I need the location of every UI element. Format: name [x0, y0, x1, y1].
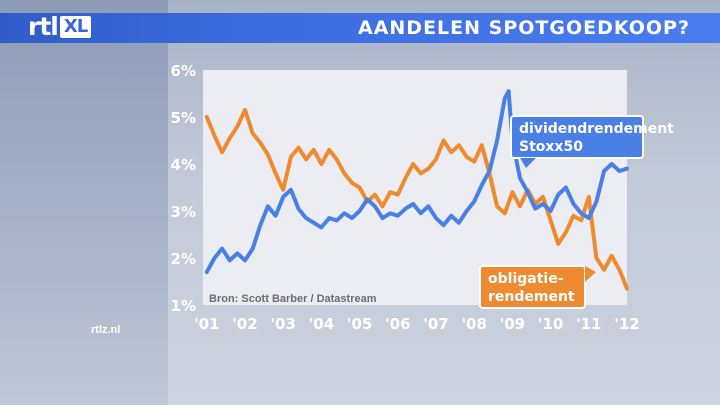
- site-url: rtlz.nl: [91, 324, 121, 336]
- annotation-label: rendement: [488, 289, 575, 305]
- annotation-box: [510, 115, 644, 159]
- x-tick-label: '12: [614, 315, 639, 333]
- series-annotations: dividendrendement Stoxx50 obligatie-rendem…: [479, 115, 674, 309]
- annotation-label: Stoxx50: [519, 139, 583, 155]
- annotation-label: dividendrendement: [519, 121, 674, 137]
- y-tick-label: 1%: [171, 297, 196, 315]
- y-axis-ticks: 1% 2% 3% 4% 5% 6%: [171, 62, 196, 315]
- x-tick-label: '01: [194, 315, 219, 333]
- x-tick-label: '02: [232, 315, 257, 333]
- x-tick-label: '11: [576, 315, 601, 333]
- x-axis-ticks: '01 '02 '03 '04 '05 '06 '07 '08 '09 '10 '11 '12: [194, 315, 640, 333]
- logo-badge: XL: [59, 16, 92, 38]
- x-tick-label: '04: [309, 315, 334, 333]
- x-tick-label: '08: [461, 315, 486, 333]
- y-tick-label: 2%: [171, 250, 196, 268]
- series-line-obligatierendement: [204, 107, 629, 291]
- x-tick-label: '05: [347, 315, 372, 333]
- header-bar: [0, 13, 720, 43]
- annotation-label: obligatie-: [488, 271, 564, 287]
- logo-text: rtl: [28, 12, 59, 41]
- left-panel: [0, 0, 168, 405]
- y-tick-label: 4%: [171, 156, 196, 174]
- x-tick-label: '10: [538, 315, 563, 333]
- y-tick-label: 3%: [171, 203, 196, 221]
- annotation-box: [479, 265, 586, 309]
- x-tick-label: '07: [423, 315, 448, 333]
- series-line-dividendrendement: [204, 89, 629, 275]
- series-lines: [204, 89, 629, 291]
- annotation-pointer: [585, 266, 596, 282]
- y-tick-label: 6%: [171, 62, 196, 80]
- annotation-pointer: [520, 158, 536, 168]
- x-tick-label: '09: [500, 315, 525, 333]
- page-title: AANDELEN SPOTGOEDKOOP?: [357, 17, 690, 39]
- rtl-xl-logo: rtl XL: [28, 12, 138, 42]
- source-note: Bron: Scott Barber / Datastream: [209, 293, 377, 305]
- x-tick-label: '06: [385, 315, 410, 333]
- x-tick-label: '03: [270, 315, 295, 333]
- y-tick-label: 5%: [171, 109, 196, 127]
